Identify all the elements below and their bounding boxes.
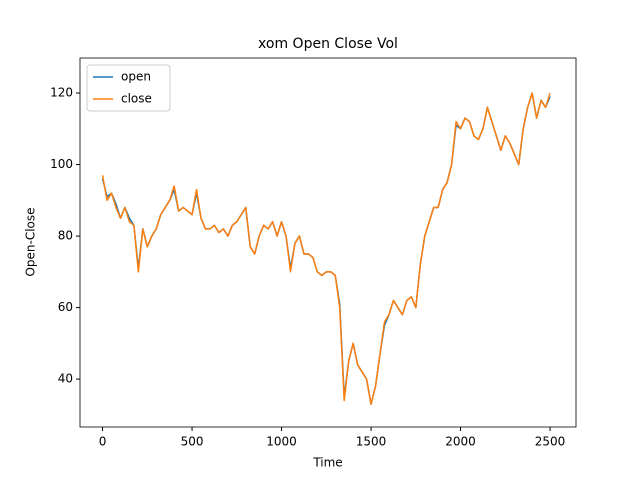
y-tick-label: 80 bbox=[58, 229, 73, 243]
x-tick-label: 500 bbox=[181, 435, 204, 449]
x-tick-label: 2500 bbox=[535, 435, 566, 449]
x-tick-label: 0 bbox=[99, 435, 107, 449]
y-tick-label: 60 bbox=[58, 300, 73, 314]
axes-frame bbox=[79, 57, 577, 428]
line-close bbox=[101, 92, 551, 405]
chart-title: xom Open Close Vol bbox=[258, 36, 398, 52]
legend-label: open bbox=[121, 70, 151, 84]
x-tick-label: 2000 bbox=[445, 435, 476, 449]
y-tick-label: 100 bbox=[50, 157, 73, 171]
y-tick-label: 120 bbox=[50, 86, 73, 100]
x-tick-label: 1000 bbox=[266, 435, 297, 449]
y-axis-label: Open-Close bbox=[24, 207, 38, 276]
x-tick-label: 1500 bbox=[356, 435, 387, 449]
legend-label: close bbox=[121, 92, 152, 106]
x-axis-label: Time bbox=[312, 456, 342, 470]
y-tick-label: 40 bbox=[58, 372, 73, 386]
